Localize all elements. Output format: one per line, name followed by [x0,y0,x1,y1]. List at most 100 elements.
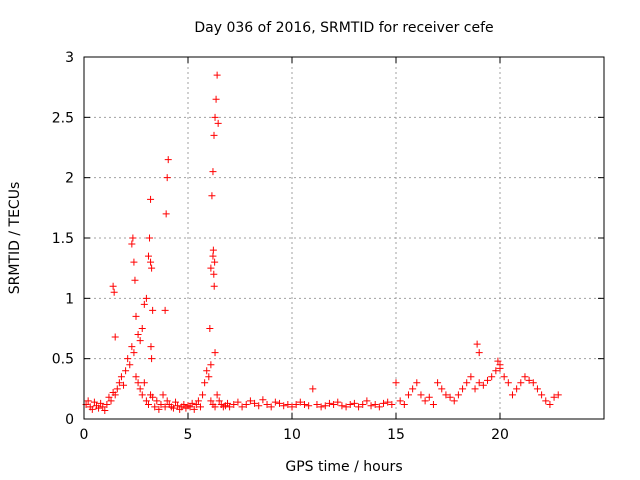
data-point [350,399,358,407]
data-point [263,401,271,409]
data-point [475,349,483,357]
data-point [161,403,169,411]
data-point [210,270,218,278]
data-point [101,407,109,415]
data-point [207,264,215,272]
data-point [144,252,152,260]
data-point [174,402,182,410]
data-point [309,385,317,393]
data-point [367,402,375,410]
data-points [82,71,562,415]
data-point [533,385,541,393]
data-point [413,379,421,387]
data-point [153,397,161,405]
x-tick-label: 20 [491,427,509,443]
data-point [380,399,388,407]
y-tick-label: 1 [65,291,74,307]
data-point [338,402,346,410]
data-point [305,402,313,410]
data-point [546,401,554,409]
data-point [212,95,220,103]
y-tick-label: 0 [65,412,74,428]
data-point [484,376,492,384]
data-point [384,398,392,406]
x-tick-label: 0 [80,427,89,443]
data-point [213,71,221,79]
data-point [211,349,219,357]
data-point [246,397,254,405]
y-tick-label: 3 [65,50,74,66]
data-point [488,373,496,381]
data-point [330,401,338,409]
data-point [425,393,433,401]
data-point [209,168,217,176]
data-point [113,385,121,393]
y-axis: 0 0.5 1 1.5 2 2.5 3 [52,50,604,428]
data-point [203,367,211,375]
data-point [255,402,263,410]
data-point [434,379,442,387]
data-point [400,401,408,409]
data-point [206,325,214,332]
data-point [128,240,136,248]
data-point [396,397,404,405]
data-point [494,357,502,365]
data-point [224,399,232,407]
data-point [169,404,177,412]
data-point [479,381,487,389]
data-point [554,391,562,399]
data-point [417,391,425,399]
data-point [134,379,142,387]
data-point [105,393,113,401]
data-point [280,402,288,410]
data-point [148,355,156,363]
data-point [500,373,508,381]
data-point [157,401,165,409]
data-point [292,401,300,409]
data-point [130,349,138,357]
x-tick-label: 5 [184,427,193,443]
data-point [521,373,529,381]
data-point [334,398,342,406]
data-point [284,401,292,409]
data-point [201,379,209,387]
data-point [142,397,150,405]
data-point [529,379,537,387]
data-point [209,252,217,260]
data-point [276,399,284,407]
data-point [149,393,157,401]
chart-title: Day 036 of 2016, SRMTID for receiver cef… [194,20,493,36]
data-point [132,373,140,381]
data-point [147,258,155,266]
data-point [210,282,218,290]
data-point [496,364,504,372]
y-tick-label: 1.5 [52,231,74,247]
data-point [129,234,137,242]
data-point [111,333,119,341]
data-point [409,385,417,393]
data-point [149,306,157,314]
data-point [404,391,412,399]
data-point [473,340,481,348]
data-point [84,397,92,405]
data-point [124,355,132,363]
data-point [196,403,204,411]
grid [84,57,604,419]
data-point [144,401,152,409]
data-point [132,312,140,320]
data-point [463,379,471,387]
data-point [508,391,516,399]
data-point [388,401,396,409]
data-point [471,385,479,393]
data-point [199,391,207,399]
data-point [138,391,146,399]
data-point [161,306,169,314]
data-point [438,385,446,393]
data-point [525,376,533,384]
data-point [110,288,118,296]
data-point [128,343,136,351]
data-point [109,282,117,290]
data-point [475,379,483,387]
data-point [120,381,128,389]
